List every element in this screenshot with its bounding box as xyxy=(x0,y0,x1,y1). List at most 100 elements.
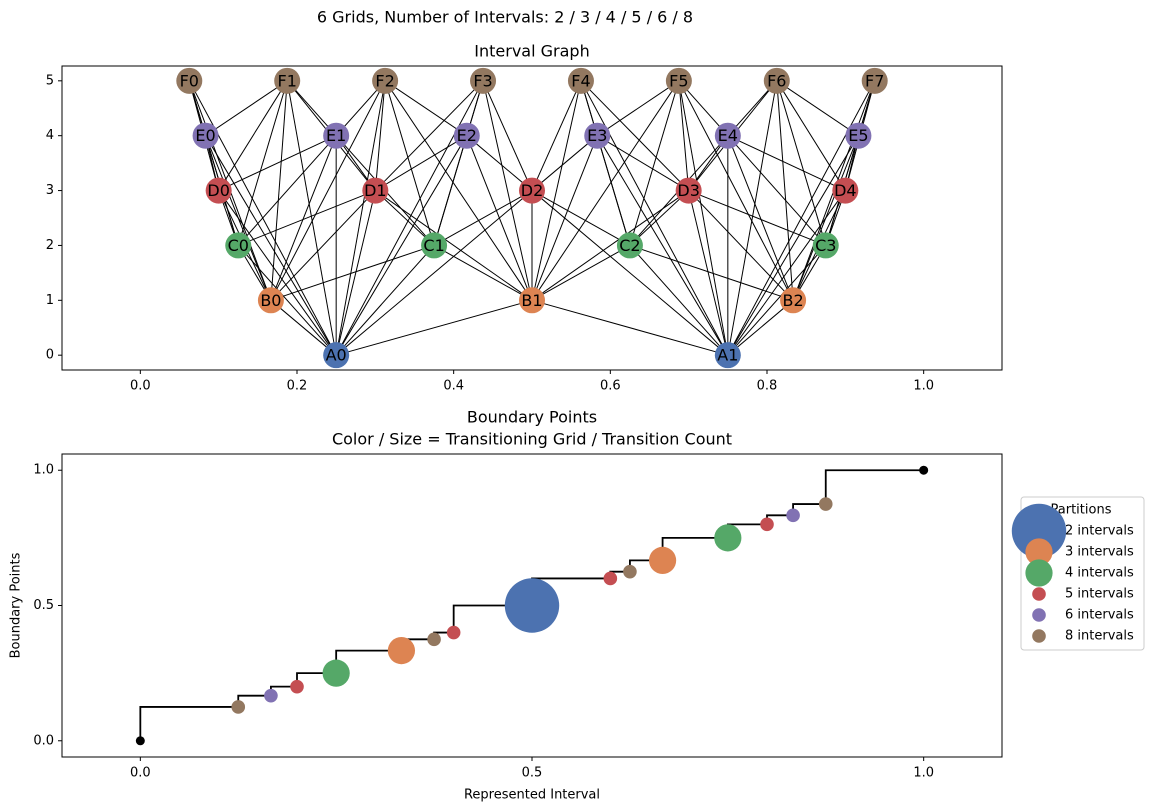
edge xyxy=(688,190,826,246)
edge xyxy=(218,135,337,192)
edge xyxy=(270,135,337,301)
node-label: E1 xyxy=(326,126,346,145)
edge xyxy=(727,135,827,246)
edge xyxy=(433,245,533,301)
edge xyxy=(270,190,376,301)
edge xyxy=(596,135,689,191)
edge xyxy=(466,135,533,301)
edge xyxy=(727,80,778,356)
point xyxy=(818,497,833,511)
edge xyxy=(596,80,680,137)
node xyxy=(323,122,350,149)
node xyxy=(861,67,888,94)
point xyxy=(623,564,637,579)
legend-marker xyxy=(1032,629,1046,643)
node-label: E5 xyxy=(848,126,868,145)
node xyxy=(714,342,741,369)
node-label: E2 xyxy=(457,126,477,145)
legend-label: 2 intervals xyxy=(1065,524,1134,539)
node-label: F6 xyxy=(767,71,786,90)
node xyxy=(176,67,203,94)
node xyxy=(453,122,480,149)
edge xyxy=(776,80,846,191)
node-label: C3 xyxy=(815,236,836,255)
edge xyxy=(482,80,533,301)
node-label: B0 xyxy=(260,291,281,310)
edge xyxy=(374,190,435,246)
edge xyxy=(335,190,533,356)
edge xyxy=(335,80,386,356)
node xyxy=(225,232,252,259)
point xyxy=(504,578,560,633)
edge xyxy=(678,80,690,191)
edge xyxy=(531,80,582,301)
legend-marker xyxy=(1025,538,1053,566)
edge xyxy=(531,80,582,191)
node-label: E0 xyxy=(195,126,215,145)
point xyxy=(648,546,677,575)
y-tick-label: 1.0 xyxy=(33,463,54,478)
node xyxy=(714,122,741,149)
node-label: A0 xyxy=(326,346,347,365)
point xyxy=(427,632,441,647)
edge xyxy=(335,190,376,356)
edge xyxy=(237,135,337,246)
edge xyxy=(205,80,288,137)
edge xyxy=(629,80,680,246)
y-tick-label: 1 xyxy=(46,293,54,308)
edge xyxy=(727,135,859,356)
endpoint xyxy=(919,465,929,475)
point xyxy=(231,700,246,714)
point xyxy=(786,508,800,523)
y-tick-label: 0.5 xyxy=(33,598,54,613)
edge xyxy=(270,299,337,356)
edge xyxy=(433,190,533,246)
x-tick-label: 0.4 xyxy=(443,379,464,394)
node-label: F5 xyxy=(669,71,688,90)
node-label: D2 xyxy=(521,181,544,200)
x-tick-label: 0.5 xyxy=(522,766,543,781)
edge xyxy=(375,190,533,301)
node xyxy=(665,67,692,94)
legend-label: 5 intervals xyxy=(1065,587,1134,602)
x-tick-label: 1.0 xyxy=(913,379,934,394)
x-tick-label: 0.6 xyxy=(600,379,621,394)
node xyxy=(205,177,232,204)
node-label: D4 xyxy=(834,181,857,200)
node-label: B1 xyxy=(521,291,542,310)
node-label: F3 xyxy=(473,71,492,90)
edge xyxy=(270,244,435,301)
y-tick-label: 3 xyxy=(46,183,54,198)
edge xyxy=(335,245,435,356)
edge xyxy=(531,135,598,191)
edge xyxy=(286,80,337,356)
node xyxy=(362,177,389,204)
edge xyxy=(580,80,690,191)
legend-marker xyxy=(1032,587,1046,601)
point xyxy=(264,688,278,703)
node-label: F2 xyxy=(375,71,394,90)
node-label: C1 xyxy=(423,236,444,255)
y-tick-label: 0.0 xyxy=(33,733,54,748)
node xyxy=(192,122,219,149)
edge xyxy=(531,80,680,301)
node-label: B2 xyxy=(783,291,804,310)
point xyxy=(714,524,742,552)
node xyxy=(421,232,448,259)
node xyxy=(519,177,545,204)
node xyxy=(470,67,497,94)
edge xyxy=(205,135,272,301)
edge xyxy=(629,190,690,246)
edge xyxy=(237,80,288,246)
edge xyxy=(531,245,631,301)
edge xyxy=(335,135,468,356)
legend-marker xyxy=(1025,559,1053,587)
edge xyxy=(727,135,794,301)
edge xyxy=(336,299,533,356)
edge xyxy=(374,80,484,191)
y-tick-label: 2 xyxy=(46,238,54,253)
x-tick-label: 0.0 xyxy=(130,379,151,394)
node-label: F7 xyxy=(865,71,884,90)
node xyxy=(257,287,284,314)
edge xyxy=(531,190,729,356)
